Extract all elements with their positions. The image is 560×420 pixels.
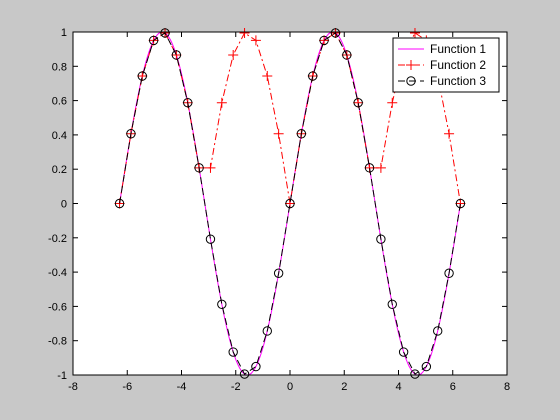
series-2-point-21 [353,97,364,108]
x-tick-label: 0 [287,381,293,393]
series-3-point-27 [421,361,432,372]
series-3-point-11 [239,369,250,379]
series-3-point-22 [364,163,375,173]
x-tick-label: 8 [504,381,510,393]
series-2-point-10 [228,49,239,60]
legend-label-2: Function 2 [430,58,486,72]
series-3-point-20 [342,50,352,60]
x-tick-label: -8 [68,381,78,393]
series-3-point-9 [217,299,227,310]
series-3-point-30 [455,198,466,209]
series-2-point-24 [387,97,398,108]
series-2-point-15 [285,198,295,209]
series-2-point-11 [239,27,250,38]
series-3-point-7 [194,163,204,173]
series-3-point-8 [205,234,216,244]
x-tick-label: -4 [177,381,187,393]
legend-box [392,37,500,93]
y-tick-label: 1 [61,27,67,39]
series-3-point-24 [387,299,397,310]
x-tick-label: -2 [231,381,241,393]
x-tick-label: -6 [122,381,132,393]
legend-marker-3 [406,76,416,86]
legend: Function 1 Function 2 Function 3 [392,37,500,93]
series-3-point-13 [262,326,272,336]
series-3-point-3 [148,35,159,46]
series-3-point-1 [126,129,136,139]
series-3-point-10 [228,347,238,357]
y-tick-label: -0.2 [48,233,67,245]
series-2-point-29 [444,128,455,139]
y-tick-label: 0.4 [52,130,67,142]
series-2-point-8 [205,162,216,173]
series-3-point-17 [308,71,318,81]
y-tick-label: -0.4 [48,267,67,279]
series-3-point-15 [285,198,295,209]
series-3-point-4 [160,28,170,38]
x-tick-label: 2 [341,381,347,393]
series-2-point-5 [171,49,182,60]
y-tick-label: -0.8 [48,336,67,348]
y-tick-label: 0 [61,199,67,211]
y-tick-label: 0.2 [52,164,67,176]
series-2-point-12 [250,35,261,46]
series-3 [114,28,466,379]
series-3-point-21 [353,97,363,108]
legend-marker-2 [406,60,416,70]
ticks-layer: -8 -6 -4 -2 0 2 4 6 8 -1 -0.8 -0.6 -0.4 -0.2 0 0.2 0.4 0.… [48,27,510,393]
series-3-point-14 [273,268,284,278]
series-3-point-28 [433,326,443,336]
x-tick-label: 4 [395,381,401,393]
series-2-point-26 [409,27,420,38]
legend-label-3: Function 3 [430,74,486,88]
series-3-point-19 [330,28,341,38]
series-3-point-0 [114,198,125,209]
series-3-point-25 [398,347,409,357]
series-3-line [119,32,461,375]
legend-label-1: Function 1 [430,42,486,56]
y-tick-label: -1 [57,370,67,382]
series-2-point-14 [273,128,284,139]
series-3-point-6 [183,97,193,108]
y-tick-label: -0.6 [48,301,67,313]
series-3-point-23 [376,234,386,244]
series-3-point-5 [171,50,182,60]
series-3-point-16 [296,129,307,139]
series-3-point-18 [319,35,329,46]
series-3-point-12 [251,361,261,372]
y-tick-label: 0.6 [52,96,67,108]
series-2-point-13 [262,71,273,82]
series-3-point-26 [410,369,420,379]
x-tick-label: 6 [450,381,456,393]
series-3-point-29 [444,268,454,278]
series-2-point-23 [375,162,386,173]
series-2-point-30 [455,198,466,209]
series-2-point-2 [137,71,148,82]
series-2-point-9 [216,97,227,108]
series-2-point-22 [364,162,375,173]
series-3-point-2 [137,71,147,81]
y-tick-label: 0.8 [52,61,67,73]
